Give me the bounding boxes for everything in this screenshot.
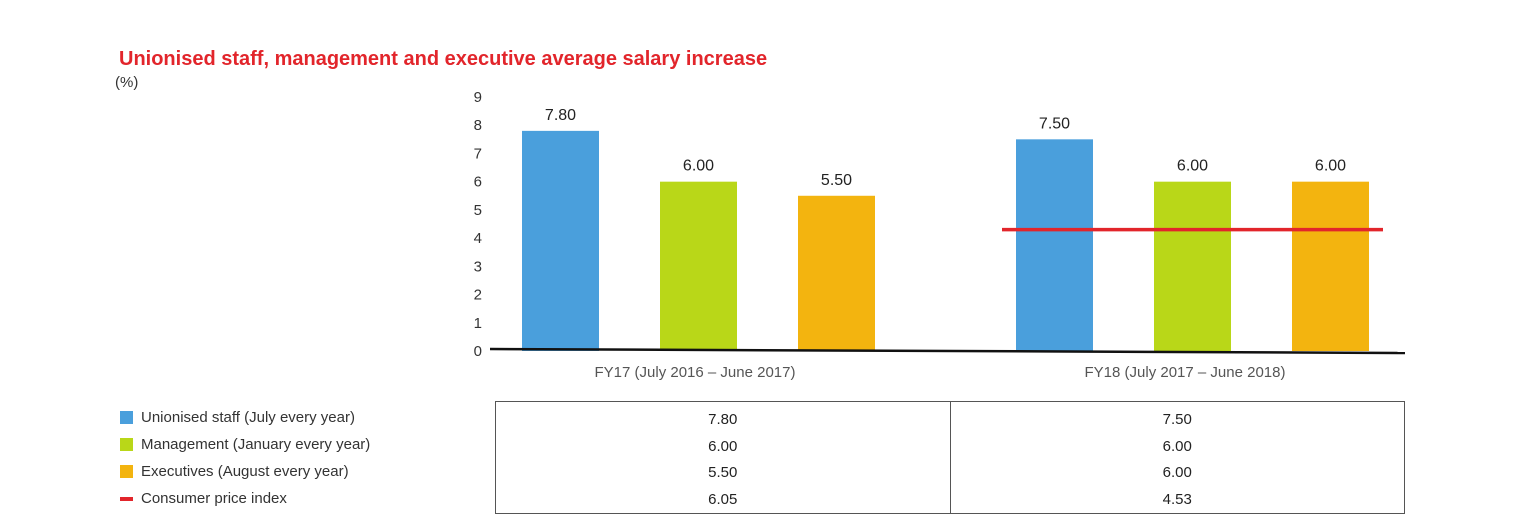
data-label: 6.00 — [1315, 158, 1346, 175]
legend-swatch-cpi — [120, 496, 133, 501]
y-tick-label: 4 — [474, 230, 482, 247]
legend-label-unionised: Unionised staff (July every year) — [141, 409, 355, 426]
legend-swatch-executives — [120, 465, 133, 478]
data-label: 6.00 — [683, 158, 714, 175]
y-tick-label: 8 — [474, 117, 482, 134]
bar-management-fy18 — [1154, 181, 1231, 351]
table-cell: 6.05 — [708, 490, 738, 508]
table-column-fy18: 7.50 6.00 6.00 4.53 — [949, 401, 1405, 514]
legend-item-cpi: Consumer price index — [120, 485, 370, 512]
legend-item-management: Management (January every year) — [120, 431, 370, 458]
y-tick-label: 0 — [474, 343, 482, 360]
bar-chart: 0 1 2 3 4 5 6 7 8 9 7.80 7.50 6.00 6.00 5.50 6.00 FY17 (… — [474, 89, 1406, 381]
y-tick-label: 5 — [474, 202, 482, 219]
y-tick-label: 3 — [474, 258, 482, 275]
chart-title: Unionised staff, management and executiv… — [119, 48, 768, 70]
bar-unionised-fy18 — [1016, 139, 1093, 351]
x-category-label: FY18 (July 2017 – June 2018) — [1085, 364, 1286, 381]
bar-executives-fy17 — [798, 195, 875, 351]
table-cell: 6.00 — [1162, 464, 1192, 481]
data-label: 5.50 — [821, 172, 852, 189]
y-axis-unit: (%) — [115, 74, 139, 91]
y-tick-label: 2 — [474, 287, 482, 304]
data-table: 7.80 6.00 5.50 6.05 7.50 6.00 6.00 4.53 — [495, 401, 1405, 514]
legend-swatch-unionised — [120, 411, 133, 424]
table-cell: 7.80 — [708, 411, 738, 428]
y-tick-label: 7 — [474, 145, 482, 162]
x-category-label: FY17 (July 2016 – June 2017) — [595, 364, 796, 381]
legend-swatch-management — [120, 438, 133, 451]
legend-label-management: Management (January every year) — [141, 436, 371, 453]
table-cell: 7.50 — [1162, 411, 1192, 428]
legend-item-executives: Executives (August every year) — [120, 458, 370, 485]
bar-unionised-fy17 — [522, 130, 599, 351]
legend-label-executives: Executives (August every year) — [141, 463, 349, 480]
y-tick-label: 9 — [474, 89, 482, 106]
legend-label-cpi: Consumer price index — [141, 490, 287, 507]
table-cell: 5.50 — [708, 464, 738, 481]
bar-management-fy17 — [660, 181, 737, 351]
table-cell: 4.53 — [1162, 490, 1192, 508]
table-column-fy17: 7.80 6.00 5.50 6.05 — [496, 402, 951, 514]
data-label: 6.00 — [1177, 158, 1208, 175]
table-row: 7.80 6.00 5.50 6.05 7.50 6.00 6.00 4.53 — [496, 401, 1405, 514]
legend: Unionised staff (July every year) Manage… — [120, 404, 370, 512]
y-tick-label: 1 — [474, 315, 482, 332]
legend-item-unionised: Unionised staff (July every year) — [120, 404, 370, 431]
x-axis-line — [489, 347, 1406, 355]
bar-executives-fy18 — [1292, 181, 1369, 351]
table-cell: 6.00 — [1162, 437, 1192, 455]
data-label: 7.50 — [1039, 115, 1070, 132]
data-label: 7.80 — [545, 107, 576, 124]
y-tick-label: 6 — [474, 174, 482, 191]
table-cell: 6.00 — [708, 437, 738, 455]
